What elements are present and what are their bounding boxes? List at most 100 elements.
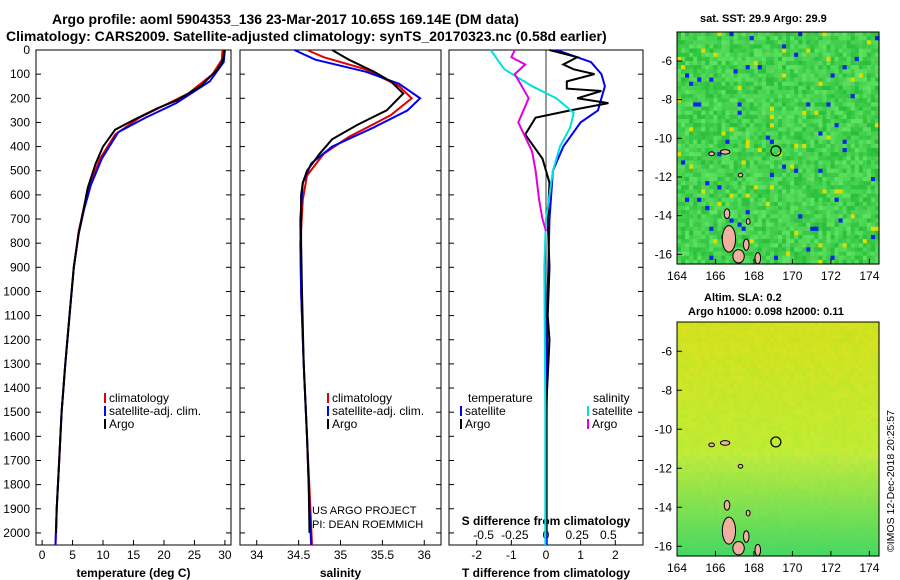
sst-map-cell bbox=[782, 61, 787, 66]
sla-map-cell bbox=[862, 367, 868, 373]
sst-map-cell bbox=[721, 193, 727, 199]
sla-map-cell bbox=[866, 422, 872, 428]
sst-map-cell bbox=[786, 114, 791, 120]
sst-map-cell bbox=[705, 114, 710, 120]
sla-map-cell bbox=[773, 388, 779, 394]
sla-map-cell bbox=[709, 376, 714, 382]
sst-map-cell bbox=[769, 61, 775, 66]
sla-map-cell bbox=[773, 380, 779, 386]
sst-map-cell bbox=[697, 156, 702, 162]
sla-map-cell bbox=[713, 347, 718, 352]
sst-map-cell bbox=[786, 251, 791, 257]
sla-map-cell bbox=[810, 413, 815, 419]
sst-map-cell bbox=[689, 73, 694, 79]
sst-map-cell bbox=[834, 77, 840, 83]
sst-map-cell bbox=[685, 123, 690, 128]
sla-map-cell bbox=[854, 322, 860, 327]
sst-map-cell bbox=[778, 168, 783, 174]
sst-map-cell bbox=[874, 127, 880, 133]
sla-map-cell bbox=[753, 468, 759, 474]
sla-map-cell bbox=[870, 426, 876, 432]
sla-map-cell bbox=[753, 426, 759, 432]
sst-map-cell bbox=[874, 56, 880, 62]
sst-map-cell bbox=[773, 94, 779, 99]
sst-map-cell bbox=[681, 189, 686, 195]
sst-map-cell bbox=[677, 110, 682, 116]
sla-map-cell bbox=[866, 338, 872, 344]
sst-map-cell bbox=[761, 52, 767, 58]
sla-map-cell bbox=[737, 322, 743, 327]
sla-map-cell bbox=[790, 342, 795, 348]
sst-map-cell bbox=[834, 193, 840, 199]
sla-map-cell bbox=[725, 443, 731, 448]
sst-map-cell bbox=[846, 69, 852, 75]
sst-map-cell bbox=[866, 152, 872, 157]
sst-map-cell bbox=[802, 181, 807, 186]
sla-map-cell bbox=[874, 439, 880, 444]
sla-map-cell bbox=[681, 451, 686, 457]
sst-map-cell bbox=[693, 143, 698, 149]
sst-map-cell bbox=[733, 230, 739, 236]
sst-map-cell bbox=[721, 172, 727, 178]
sst-map-cell bbox=[705, 226, 710, 232]
sla-map-cell bbox=[850, 347, 856, 352]
sst-map-cell bbox=[846, 235, 852, 240]
sst-map-cell bbox=[830, 235, 836, 240]
sla-map-cell bbox=[806, 405, 811, 411]
sst-map-cell bbox=[786, 73, 791, 79]
sst-map-cell bbox=[866, 222, 872, 228]
sst-map-cell bbox=[814, 148, 819, 153]
sst-map-cell bbox=[677, 40, 682, 46]
sla-map-cell bbox=[769, 351, 775, 357]
sst-map-cell bbox=[782, 189, 787, 195]
sst-map-cell bbox=[705, 156, 710, 162]
sla-map-cell bbox=[765, 468, 771, 474]
sst-map-cell bbox=[701, 172, 706, 178]
sst-map-cell bbox=[866, 81, 872, 87]
sst-map-cell bbox=[790, 185, 795, 191]
sst-map-cell bbox=[705, 56, 710, 62]
sla-map-cell bbox=[842, 367, 848, 373]
sla-map-cell bbox=[729, 380, 735, 386]
sla-map-cell bbox=[705, 455, 710, 461]
sst-map-cell bbox=[761, 148, 767, 153]
sst-map-cell bbox=[721, 73, 727, 79]
sst-map-cell bbox=[685, 185, 690, 191]
temperature-argo-line bbox=[55, 49, 226, 533]
sst-map-cell bbox=[765, 181, 771, 186]
sla-map-cell bbox=[778, 443, 783, 448]
sst-map-cell bbox=[753, 148, 759, 153]
salinity-legend-2: Argo bbox=[332, 417, 358, 431]
sst-map-cell bbox=[822, 148, 828, 153]
sla-map-cell bbox=[701, 476, 706, 482]
sla-map-cell bbox=[713, 388, 718, 394]
sst-map-cell bbox=[798, 85, 803, 91]
sla-map-cell bbox=[826, 472, 832, 478]
sst-map-cell bbox=[870, 85, 876, 91]
sla-map-cell bbox=[814, 393, 819, 398]
sst-map-cell bbox=[681, 85, 686, 91]
sla-map-cell bbox=[709, 322, 714, 327]
sla-map-cell bbox=[786, 451, 791, 457]
sla-map-cell bbox=[798, 355, 803, 361]
sla-map-cell bbox=[753, 347, 759, 352]
sst-map-cell bbox=[838, 44, 844, 50]
sla-map-cell bbox=[709, 430, 714, 436]
sla-map-cell bbox=[709, 476, 714, 482]
sst-map-cell bbox=[870, 160, 876, 166]
sla-map-cell bbox=[818, 388, 824, 394]
sst-map-cell bbox=[798, 135, 803, 141]
sla-map-cell bbox=[870, 380, 876, 386]
sst-map-cell bbox=[721, 135, 727, 141]
sla-map-cell bbox=[677, 322, 682, 327]
sla-map-cell bbox=[854, 326, 860, 331]
sst-map-cell bbox=[677, 56, 682, 62]
sst-map-cell bbox=[701, 226, 706, 232]
sla-map-cell bbox=[818, 409, 824, 415]
sst-map-cell bbox=[681, 32, 686, 37]
sla-map-cell bbox=[858, 413, 864, 419]
sla-map-cell bbox=[745, 359, 751, 365]
sst-map-cell bbox=[782, 143, 787, 149]
sla-map-cell bbox=[705, 468, 710, 474]
